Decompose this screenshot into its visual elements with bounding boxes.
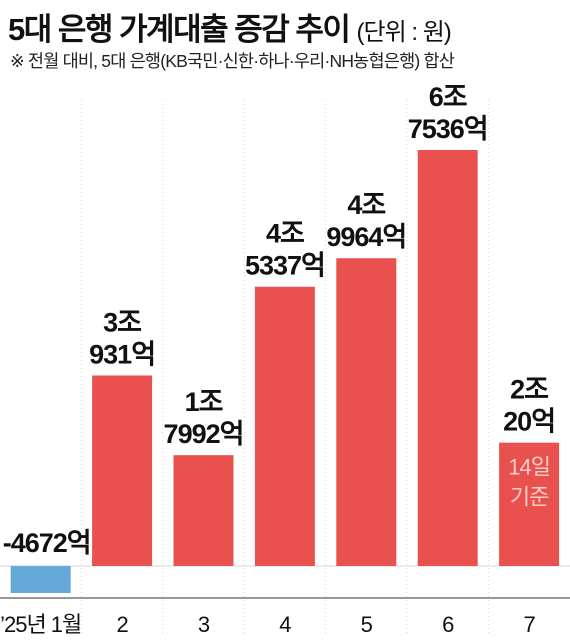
x-tick-labels: ’25년 1월 2 3 4 5 6 7 [0,612,536,637]
bar [336,258,397,566]
data-label: 6조 [429,82,467,112]
data-label: 5337억 [245,251,325,281]
data-label: 7992억 [164,419,244,449]
data-label: 20억 [503,407,555,437]
bar-annotation: 기준 [510,485,549,510]
data-label: 1조 [185,387,223,417]
data-labels: -4672억3조931억1조7992억4조5337억4조9964억6조7536억… [3,82,556,558]
bars [10,150,560,593]
chart-subtitle: ※ 전월 대비, 5대 은행(KB국민·신한·하나·우리·NH농협은행) 합산 [10,51,455,71]
x-tick-label: 6 [442,612,454,637]
unit-label: (단위 : 원) [356,19,452,46]
x-tick-label: 7 [523,612,535,637]
chart-title-text: 5대 은행 가계대출 증감 추이 [8,12,351,47]
bar [499,442,560,566]
data-label: 2조 [510,375,548,405]
data-label: 931억 [89,339,155,369]
chart-title: 5대 은행 가계대출 증감 추이 (단위 : 원) [8,4,452,49]
bar [173,455,234,566]
x-tick-label: ’25년 1월 [0,612,81,637]
x-tick-label: 5 [361,612,373,637]
x-tick-label: 3 [198,612,210,637]
bar-annotation: 14일 [508,455,550,480]
bar [417,150,478,566]
x-tick-label: 4 [279,612,291,637]
data-label: 4조 [266,219,304,249]
bar [254,286,315,566]
data-label: 4조 [347,190,385,220]
data-label: -4672억 [3,528,91,558]
data-label: 3조 [103,307,141,337]
bar [92,375,153,566]
data-label: 7536억 [408,114,488,144]
bar [10,566,71,593]
data-label: 9964억 [326,222,406,252]
x-tick-label: 2 [116,612,128,637]
